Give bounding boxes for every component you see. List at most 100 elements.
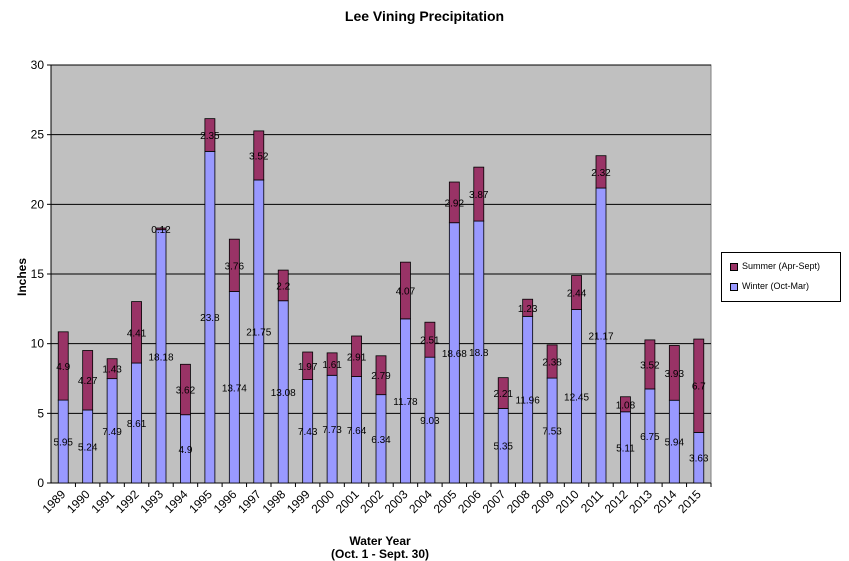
data-label-winter-1998: 13.08 [271, 388, 296, 399]
x-tick-label-2015: 2015 [675, 487, 704, 516]
data-label-summer-2011: 2.32 [591, 168, 611, 179]
bar-summer-2006 [473, 166, 485, 222]
data-label-summer-2006: 3.87 [469, 190, 489, 201]
data-label-winter-2013: 6.75 [640, 432, 660, 443]
bar-summer-2003 [400, 261, 411, 320]
bar-summer-2004 [424, 321, 436, 358]
x-tick-label-2011: 2011 [578, 487, 606, 515]
data-label-summer-1990: 4.27 [78, 376, 98, 387]
data-label-winter-2005: 18.68 [442, 349, 467, 360]
data-label-summer-2008: 1.23 [518, 304, 538, 315]
data-label-winter-2014: 5.94 [665, 438, 685, 449]
bar-summer-2015 [693, 338, 705, 433]
bar-summer-1999 [302, 351, 314, 380]
x-tick-label-1991: 1991 [88, 487, 117, 516]
bar-summer-2014 [668, 345, 680, 401]
data-label-summer-1998: 2.2 [276, 281, 290, 292]
data-label-winter-2009: 7.53 [542, 427, 562, 438]
chart-title: Lee Vining Precipitation [344, 8, 505, 24]
data-label-winter-2007: 5.35 [493, 442, 513, 453]
x-tick-label-2000: 2000 [308, 487, 337, 516]
x-tick-label-1997: 1997 [235, 487, 264, 516]
x-axis-label-line1: Water Year [349, 534, 411, 548]
data-label-winter-1996: 13.74 [222, 383, 247, 394]
data-label-summer-1997: 3.52 [249, 151, 269, 162]
data-label-winter-1993: 18.18 [148, 352, 173, 363]
data-label-summer-2012: 1.08 [616, 400, 636, 411]
data-label-winter-2000: 7.73 [322, 425, 342, 436]
data-label-summer-2003: 4.07 [396, 287, 416, 298]
x-tick-label-2012: 2012 [602, 487, 631, 516]
bar-summer-1992 [131, 301, 142, 364]
data-label-winter-1999: 7.43 [298, 427, 318, 438]
data-label-winter-2011: 21.17 [588, 332, 613, 343]
data-label-summer-2015: 6.7 [692, 382, 706, 393]
x-tick-label-2009: 2009 [528, 487, 557, 516]
bar-summer-2007 [497, 377, 509, 409]
x-tick-label-2007: 2007 [480, 487, 509, 516]
x-tick-label-1989: 1989 [40, 487, 69, 516]
data-label-summer-2010: 2.44 [567, 289, 587, 300]
data-label-winter-2008: 11.96 [516, 396, 541, 407]
y-tick-label: 5 [37, 406, 44, 420]
bar-summer-1995 [204, 118, 216, 152]
data-label-summer-1994: 3.62 [176, 386, 196, 397]
legend-label-winter: Winter (Oct-Mar) [742, 281, 809, 291]
bar-summer-1996 [228, 238, 240, 292]
x-tick-label-1998: 1998 [260, 487, 289, 516]
x-tick-label-2010: 2010 [553, 487, 582, 516]
bar-summer-1993 [155, 227, 167, 231]
bar-summer-2011 [595, 155, 607, 189]
bar-summer-2010 [571, 275, 582, 310]
bar-summer-1991 [106, 358, 118, 380]
legend-item-summer: Summer (Apr-Sept) [730, 261, 820, 271]
data-label-summer-1995: 2.35 [200, 131, 220, 142]
x-tick-label-2013: 2013 [626, 487, 655, 516]
bar-summer-2008 [522, 298, 534, 317]
legend-swatch-summer [730, 262, 738, 271]
legend-item-winter: Winter (Oct-Mar) [730, 281, 809, 291]
x-tick-label-2003: 2003 [382, 487, 411, 516]
y-axis-label: Inches [15, 258, 29, 297]
bar-summer-1998 [277, 269, 289, 302]
legend: Summer (Apr-Sept) Winter (Oct-Mar) [721, 252, 841, 302]
bar-summer-2013 [644, 339, 656, 390]
x-tick-label-1999: 1999 [284, 487, 313, 516]
legend-swatch-winter [730, 282, 738, 291]
y-tick-label: 20 [31, 197, 45, 211]
data-label-summer-2000: 1.61 [322, 360, 342, 371]
data-label-summer-2002: 2.79 [371, 371, 391, 382]
data-label-summer-1989: 4.9 [56, 362, 70, 373]
x-tick-label-1990: 1990 [64, 487, 93, 516]
data-label-winter-2015: 3.63 [689, 454, 709, 465]
bar-summer-1997 [253, 130, 265, 181]
data-label-winter-2012: 5.11 [616, 443, 635, 454]
data-label-summer-1991: 1.43 [102, 365, 122, 376]
data-label-winter-1989: 5.95 [53, 438, 73, 449]
bar-summer-1989 [57, 331, 69, 401]
legend-label-summer: Summer (Apr-Sept) [742, 261, 821, 271]
data-label-winter-1992: 8.61 [127, 419, 147, 430]
bar-summer-1994 [180, 363, 191, 416]
data-label-summer-2007: 2.21 [493, 389, 513, 400]
y-tick-label: 0 [37, 476, 44, 490]
data-label-summer-2001: 2.91 [347, 352, 367, 363]
data-label-winter-2006: 18.8 [469, 348, 489, 359]
data-label-winter-2002: 6.34 [371, 435, 391, 446]
x-tick-label-1994: 1994 [162, 487, 191, 516]
data-label-summer-2013: 3.52 [640, 360, 660, 371]
data-label-winter-1995: 23.8 [200, 313, 220, 324]
x-tick-label-2006: 2006 [455, 487, 484, 516]
data-label-winter-2001: 7.64 [347, 426, 367, 437]
data-label-summer-1999: 1.97 [298, 362, 318, 373]
data-label-summer-2005: 2.92 [445, 198, 465, 209]
data-label-winter-1997: 21.75 [246, 327, 271, 338]
data-label-summer-1996: 3.76 [225, 261, 245, 272]
x-axis-label-line2: (Oct. 1 - Sept. 30) [330, 547, 430, 561]
x-tick-label-2002: 2002 [357, 487, 386, 516]
y-tick-label: 10 [31, 337, 45, 351]
data-label-winter-2010: 12.45 [564, 392, 589, 403]
x-tick-label-1996: 1996 [211, 487, 240, 516]
data-label-winter-1991: 7.49 [102, 427, 122, 438]
